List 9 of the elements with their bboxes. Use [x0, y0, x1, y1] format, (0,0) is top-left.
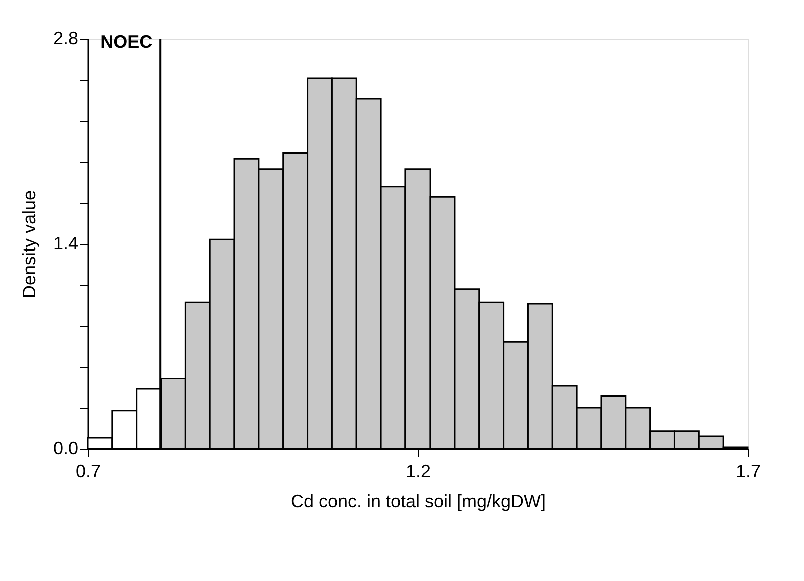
y-axis-title: Density value [19, 190, 40, 299]
x-tick-label: 0.7 [76, 462, 102, 482]
y-tick-label: 1.4 [53, 234, 78, 254]
y-tick-label: 0.0 [53, 438, 78, 458]
x-tick-label: 1.2 [406, 462, 432, 482]
ref-line-label: NOEC [100, 32, 153, 52]
x-tick-label: 1.7 [736, 462, 762, 482]
y-tick-label: 2.8 [53, 28, 78, 48]
x-axis-title: Cd conc. in total soil [mg/kgDW] [290, 492, 546, 512]
